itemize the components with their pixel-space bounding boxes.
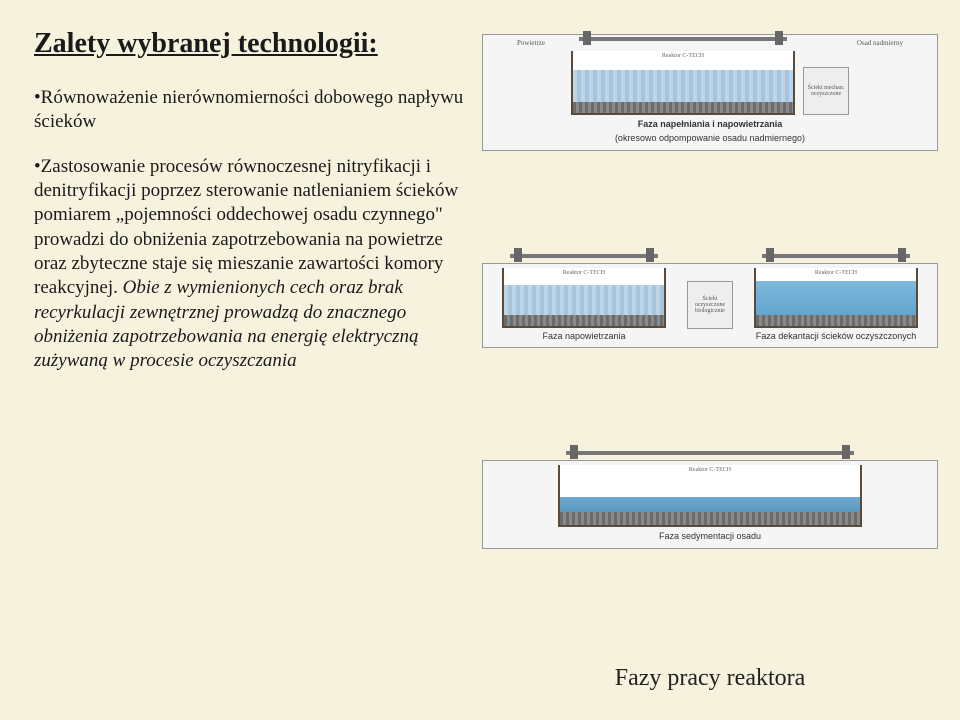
- phase-caption: Fazy pracy reaktora: [482, 665, 938, 692]
- diagram-panel-aeration-decant: Reaktor C-TECH Faza napowietrzania Ściek…: [482, 263, 938, 348]
- text-column: Zalety wybranej technologii: •Równoważen…: [34, 28, 464, 692]
- bullet-1-text: Równoważenie nierównomierności dobowego …: [34, 87, 463, 132]
- caption-decant: Faza dekantacji ścieków oczyszczonych: [756, 331, 917, 341]
- label-excess-sludge: Osad nadmierny: [857, 39, 903, 47]
- reactor-label: Reaktor C-TECH: [687, 467, 733, 473]
- reactor-label: Reaktor C-TECH: [561, 270, 607, 276]
- sidebox-bio-clean: Ścieki oczyszczone biologicznie: [687, 281, 733, 329]
- sidebox-mech-clean: Ścieki mechan. oczyszczone: [803, 67, 849, 115]
- reactor-fill-aeration: Reaktor C-TECH: [571, 51, 795, 115]
- page-title: Zalety wybranej technologii:: [34, 28, 464, 60]
- caption-fill-aeration: Faza napełniania i napowietrzania: [489, 119, 931, 129]
- bullet-list: •Równoważenie nierównomierności dobowego…: [34, 86, 464, 393]
- diagram-panel-fill-aeration: Powietrze Osad nadmierny Reaktor C-TECH …: [482, 34, 938, 151]
- reactor-sedimentation: Reaktor C-TECH: [558, 465, 862, 527]
- caption-aeration: Faza napowietrzania: [542, 331, 625, 341]
- caption-sedimentation: Faza sedymentacji osadu: [489, 531, 931, 541]
- diagram-column: Powietrze Osad nadmierny Reaktor C-TECH …: [482, 28, 938, 692]
- label-air: Powietrze: [517, 39, 545, 47]
- reactor-label: Reaktor C-TECH: [813, 270, 859, 276]
- reactor-decant: Reaktor C-TECH: [754, 268, 918, 328]
- diagram-panel-sedimentation: Reaktor C-TECH Faza sedymentacji osadu: [482, 460, 938, 548]
- caption-fill-aeration-sub: (okresowo odpompowanie osadu nadmiernego…: [489, 133, 931, 143]
- bullet-1: •Równoważenie nierównomierności dobowego…: [34, 86, 464, 135]
- reactor-label: Reaktor C-TECH: [660, 53, 706, 59]
- bullet-2: •Zastosowanie procesów równoczesnej nitr…: [34, 155, 464, 374]
- reactor-aeration: Reaktor C-TECH: [502, 268, 666, 328]
